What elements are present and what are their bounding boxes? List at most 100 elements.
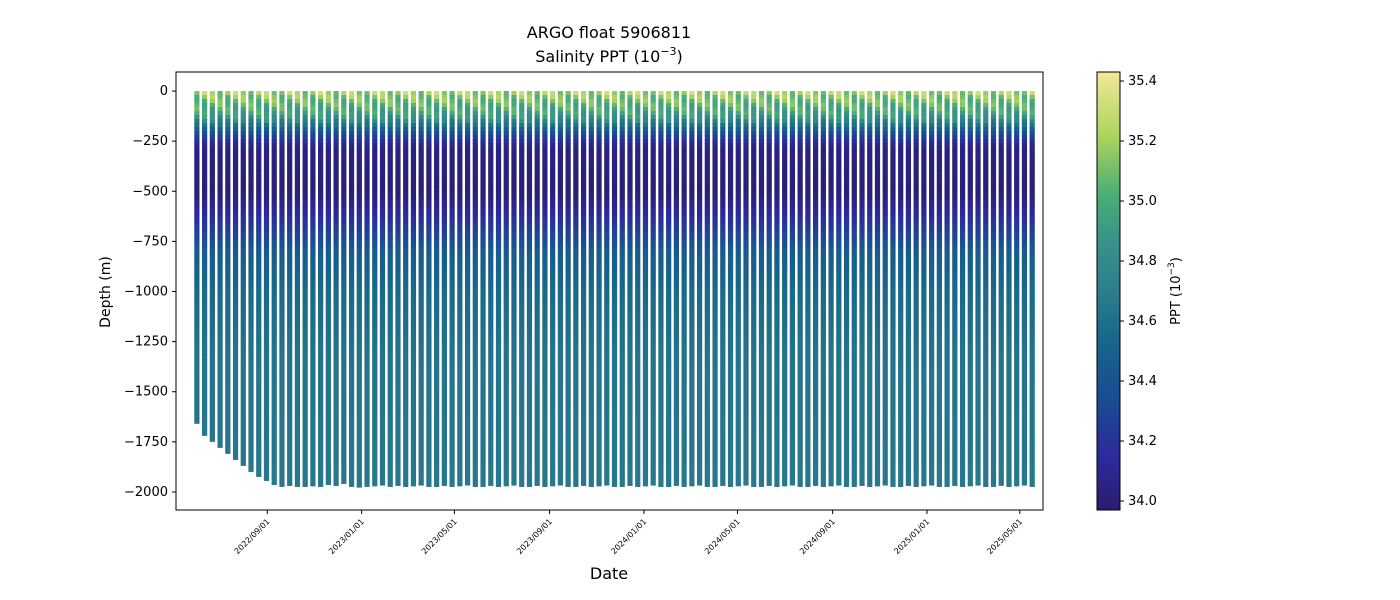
profile-86 <box>859 91 865 486</box>
profile-45 <box>542 91 548 487</box>
plot-frame <box>175 71 1044 511</box>
profile-106 <box>1014 91 1020 487</box>
profile-89 <box>882 91 888 486</box>
profile-87 <box>867 91 873 487</box>
profile-28 <box>410 91 417 487</box>
profile-22 <box>364 91 370 487</box>
profile-83 <box>836 91 842 486</box>
profile-84 <box>843 91 850 487</box>
colorbar-tick-label: 35.4 <box>1128 74 1157 89</box>
profile-21 <box>356 91 362 488</box>
profile-26 <box>395 91 401 486</box>
profile-67 <box>712 91 718 487</box>
profile-101 <box>975 91 981 486</box>
profile-93 <box>913 91 919 487</box>
profile-1 <box>202 91 208 436</box>
y-axis-label: Depth (m) <box>98 256 114 328</box>
profile-33 <box>449 91 455 487</box>
colorbar-tick-label: 34.6 <box>1128 314 1157 329</box>
profile-44 <box>534 91 540 486</box>
profile-56 <box>627 91 633 486</box>
profile-2 <box>209 91 215 442</box>
profile-92 <box>905 91 912 486</box>
profile-4 <box>225 91 231 454</box>
profile-32 <box>441 91 447 486</box>
profile-108 <box>1029 91 1035 487</box>
profile-31 <box>434 91 440 487</box>
profile-77 <box>789 91 796 486</box>
profile-25 <box>387 91 393 487</box>
profile-17 <box>325 91 331 485</box>
profile-7 <box>248 91 254 472</box>
colorbar-tick-label: 35.0 <box>1128 194 1157 209</box>
profile-76 <box>782 91 788 487</box>
profile-9 <box>263 91 270 481</box>
colorbar-tick-label: 35.2 <box>1128 134 1157 149</box>
profile-69 <box>727 91 734 487</box>
profile-88 <box>874 91 881 487</box>
profile-47 <box>557 91 563 486</box>
profile-103 <box>990 91 997 487</box>
y-tick-label: −500 <box>132 184 168 199</box>
profile-102 <box>983 91 989 487</box>
x-tick-label: 2025/01/01 <box>892 517 931 556</box>
profile-37 <box>480 91 486 487</box>
profile-15 <box>310 91 316 487</box>
profile-98 <box>952 91 958 486</box>
profile-97 <box>944 91 950 487</box>
profile-29 <box>418 91 424 486</box>
profile-41 <box>511 91 517 486</box>
profile-107 <box>1021 91 1028 486</box>
colorbar-tick-label: 34.0 <box>1128 494 1157 509</box>
chart-subtitle: Salinity PPT (10−3) <box>535 45 683 66</box>
profile-53 <box>604 91 610 486</box>
x-tick-label: 2023/01/01 <box>327 517 366 556</box>
profile-43 <box>526 91 533 487</box>
profile-54 <box>611 91 618 487</box>
profile-62 <box>673 91 680 486</box>
profile-14 <box>302 91 308 487</box>
profile-19 <box>341 91 347 484</box>
profile-5 <box>232 91 239 460</box>
x-tick-label: 2024/01/01 <box>609 517 648 556</box>
profile-30 <box>426 91 432 487</box>
profile-61 <box>666 91 672 487</box>
y-axis: 0 −250 −500 −750 −1000 −1250 −1500 −1750 −2000 <box>124 84 176 500</box>
colorbar-tick-label: 34.4 <box>1128 374 1157 389</box>
profile-57 <box>635 91 641 487</box>
profile-34 <box>457 91 463 487</box>
y-tick-label: −250 <box>132 134 168 149</box>
profile-59 <box>650 91 656 486</box>
y-tick-label: −1500 <box>124 385 168 400</box>
y-tick-label: 0 <box>160 84 168 99</box>
profile-105 <box>1006 91 1012 487</box>
x-tick-label: 2022/09/01 <box>233 517 272 556</box>
profile-10 <box>271 91 277 485</box>
profile-6 <box>240 91 246 466</box>
profile-63 <box>681 91 687 487</box>
profile-46 <box>550 91 556 487</box>
colorbar-tick-label: 34.2 <box>1128 434 1157 449</box>
profile-27 <box>403 91 409 487</box>
profile-12 <box>287 91 293 486</box>
profile-64 <box>689 91 695 487</box>
profile-99 <box>959 91 966 487</box>
profile-36 <box>472 91 478 487</box>
y-tick-label: −1250 <box>124 335 168 350</box>
profile-100 <box>967 91 973 487</box>
profile-55 <box>619 91 625 487</box>
profile-94 <box>921 91 927 487</box>
x-tick-label: 2024/05/01 <box>703 517 742 556</box>
profile-16 <box>318 91 324 487</box>
profile-24 <box>379 91 386 486</box>
profile-11 <box>279 91 285 487</box>
profile-13 <box>294 91 301 487</box>
profile-38 <box>488 91 494 486</box>
profile-8 <box>256 91 262 477</box>
y-tick-label: −1750 <box>124 435 168 450</box>
profile-75 <box>774 91 780 487</box>
x-axis-label: Date <box>590 564 628 583</box>
profile-52 <box>596 91 602 487</box>
profile-0 <box>194 91 200 424</box>
